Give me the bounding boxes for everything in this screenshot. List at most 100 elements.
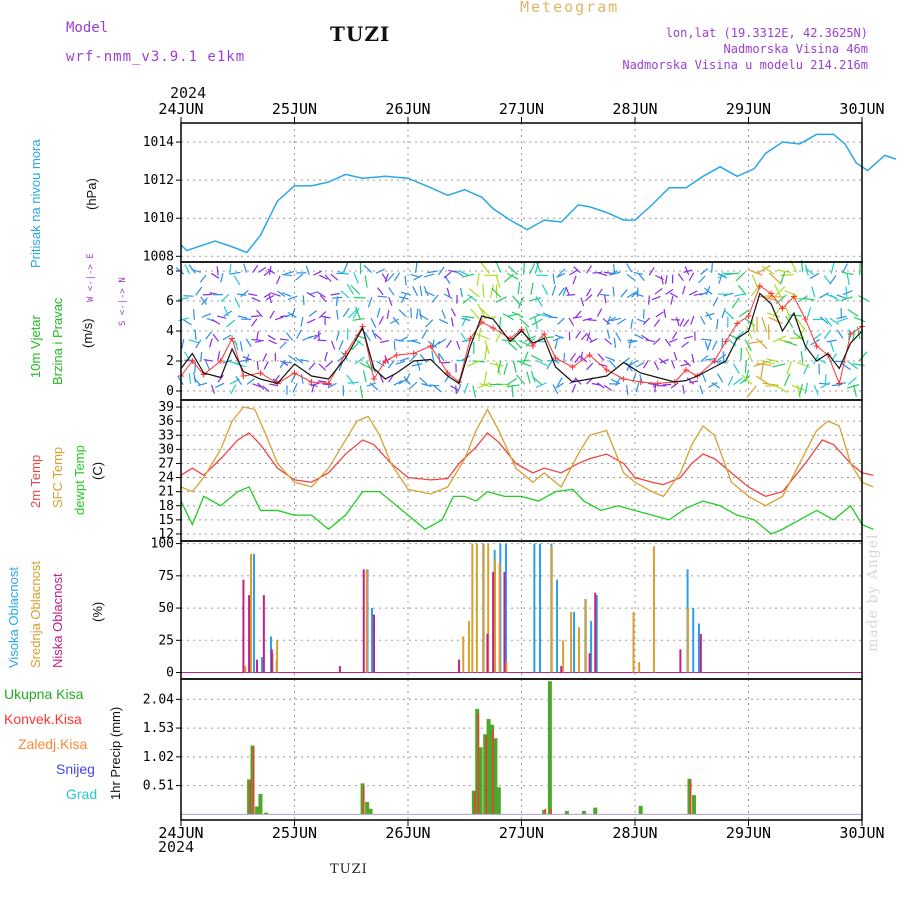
x-tick-label-top: 27JUN	[499, 100, 544, 118]
wind-arrow	[450, 308, 456, 317]
wind-arrow	[587, 319, 597, 322]
precip-bar	[474, 791, 476, 815]
wind-arrow	[717, 273, 729, 279]
wind-arrow	[461, 315, 468, 327]
wind-arrow	[651, 295, 661, 301]
wind-arrow	[580, 297, 585, 307]
wind-arrow	[682, 285, 686, 295]
wind-arrow	[412, 286, 418, 297]
wind-arrow	[254, 339, 264, 343]
wind-arrow	[701, 372, 707, 383]
wind-arrow	[257, 382, 265, 390]
wind-arrow	[653, 319, 661, 327]
wind-arrow	[393, 380, 403, 386]
wind-arrow	[296, 329, 302, 339]
wind-arrow	[277, 290, 286, 297]
wind-arrow	[445, 339, 452, 349]
wind-arrow	[765, 385, 779, 387]
precip-bar	[593, 807, 598, 815]
wind-arrow	[680, 363, 690, 367]
dewpoint-line	[180, 486, 874, 535]
wind-arrow	[675, 317, 680, 326]
wind-arrow	[352, 317, 365, 321]
wind-arrow	[517, 296, 525, 309]
gust-marker	[552, 355, 559, 361]
wind-arrow	[535, 261, 542, 273]
y-tick-label: 12	[158, 527, 174, 542]
wind-arrow	[205, 361, 211, 371]
wind-arrow	[516, 374, 526, 385]
wind-arrow	[737, 284, 747, 296]
wind-arrow	[812, 333, 822, 341]
wind-arrow	[683, 359, 691, 367]
cloud-bar-mid	[365, 569, 368, 673]
wind-arrow	[195, 339, 202, 349]
wind-arrow	[362, 370, 367, 383]
precip-bar	[252, 746, 255, 815]
wind-arrow	[491, 287, 502, 298]
wind-arrow	[300, 316, 304, 327]
wind-arrow	[252, 383, 262, 388]
wind-arrow	[340, 351, 349, 362]
wind-arrow	[462, 295, 473, 304]
model-name: wrf-nmm_v3.9.1 e1km	[66, 49, 246, 65]
wind-arrow	[212, 333, 220, 342]
gust-marker	[711, 358, 718, 364]
year-top: 2024	[170, 84, 207, 102]
wind-arrow	[755, 337, 768, 350]
wind-arrow	[738, 309, 750, 318]
wind-arrow	[806, 306, 812, 319]
wind-arrow	[411, 363, 423, 367]
wind-arrow	[563, 352, 566, 363]
wind-arrow	[721, 308, 726, 319]
wind-arrow	[234, 339, 239, 351]
x-tick-label-bottom: 30JUN	[839, 824, 884, 842]
wind-arrow	[427, 340, 437, 349]
wind-arrow	[552, 273, 556, 285]
wind-arrow	[443, 271, 452, 279]
wind-arrow	[586, 334, 593, 343]
cloud-bar-low	[270, 649, 273, 673]
wind-arrow	[409, 353, 418, 362]
wind-arrow	[350, 284, 361, 295]
precip-bar	[692, 795, 697, 815]
wind-arrow	[523, 262, 526, 275]
wind-arrow	[239, 341, 243, 352]
wind-arrow	[472, 385, 477, 398]
wind-arrow	[388, 296, 393, 306]
wind-arrow	[772, 363, 786, 368]
wind-arrow	[627, 340, 638, 344]
wind-arrow	[512, 360, 517, 373]
wind-arrow	[602, 318, 611, 325]
wind-arrow	[456, 340, 461, 350]
wind-arrow	[727, 272, 740, 275]
wind-arrow	[506, 378, 518, 386]
wind-arrow	[188, 373, 192, 384]
gust-marker	[756, 283, 763, 289]
wind-arrow	[237, 315, 248, 319]
wind-arrow	[495, 329, 503, 343]
wind-arrow	[529, 297, 542, 302]
wind-arrow	[405, 373, 411, 383]
cloud-bar-low	[588, 653, 591, 673]
x-tick-label-bottom: 28JUN	[612, 824, 657, 842]
cloud-bar-low	[362, 569, 365, 673]
wind-arrow	[734, 293, 746, 297]
wind-arrow	[718, 273, 723, 284]
wind-arrow	[295, 273, 304, 281]
wind-arrow	[370, 317, 377, 328]
wind-arrow	[398, 378, 408, 385]
wind-arrow	[530, 354, 543, 362]
wind-arrow	[705, 357, 715, 361]
wind-arrow	[586, 265, 592, 274]
wind-arrow	[530, 282, 534, 295]
wind-arrow	[572, 275, 577, 285]
gust-marker	[467, 335, 474, 342]
wind-arrow	[284, 270, 295, 275]
wind-arrow	[798, 383, 804, 397]
wind-arrow	[423, 273, 435, 278]
wind-arrow	[755, 375, 770, 385]
wind-arrow	[308, 362, 316, 370]
wind-arrow	[811, 286, 816, 298]
wind-arrow	[766, 312, 780, 318]
